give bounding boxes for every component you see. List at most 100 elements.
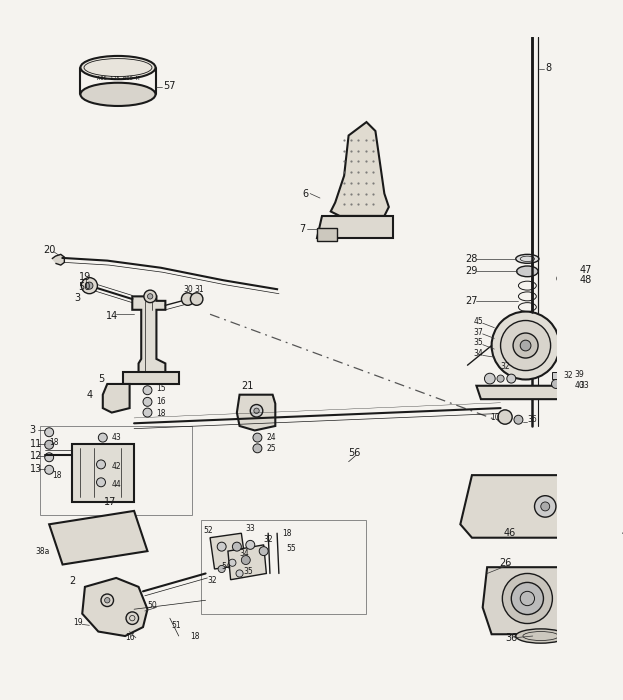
- Bar: [559, 268, 575, 274]
- Text: 27: 27: [465, 296, 477, 306]
- Text: 11: 11: [29, 439, 42, 449]
- Bar: [553, 372, 570, 379]
- Circle shape: [497, 375, 504, 382]
- Text: 35: 35: [473, 338, 483, 347]
- Text: 36: 36: [505, 633, 517, 643]
- Text: 47: 47: [579, 265, 592, 274]
- Polygon shape: [237, 395, 275, 430]
- Polygon shape: [103, 384, 130, 412]
- Circle shape: [82, 278, 97, 294]
- Text: 48: 48: [579, 275, 591, 286]
- Circle shape: [502, 573, 553, 624]
- Circle shape: [217, 542, 226, 551]
- Text: 26: 26: [499, 558, 511, 568]
- Text: 42: 42: [112, 462, 121, 470]
- Text: 13: 13: [29, 464, 42, 474]
- Text: 54: 54: [222, 562, 231, 570]
- Bar: [201, 520, 366, 614]
- Polygon shape: [49, 511, 148, 564]
- Circle shape: [229, 559, 236, 566]
- Text: 50: 50: [148, 601, 157, 610]
- Bar: [317, 228, 337, 241]
- Polygon shape: [132, 296, 165, 377]
- Circle shape: [101, 594, 113, 606]
- Circle shape: [246, 540, 255, 550]
- Circle shape: [98, 433, 107, 442]
- Ellipse shape: [516, 266, 538, 276]
- Text: 35: 35: [243, 567, 253, 576]
- Circle shape: [507, 374, 516, 383]
- Circle shape: [86, 282, 93, 289]
- Text: 32: 32: [563, 370, 573, 379]
- Circle shape: [126, 612, 138, 624]
- Circle shape: [250, 405, 263, 417]
- Text: 16: 16: [156, 398, 166, 406]
- Circle shape: [45, 466, 54, 474]
- Text: 10: 10: [490, 412, 500, 421]
- Text: 38a: 38a: [36, 547, 50, 556]
- Polygon shape: [52, 254, 64, 265]
- Text: 6: 6: [302, 188, 308, 199]
- Text: 18: 18: [156, 409, 166, 418]
- Text: 30: 30: [183, 285, 193, 294]
- Circle shape: [218, 566, 226, 573]
- Circle shape: [191, 293, 203, 305]
- Circle shape: [97, 478, 105, 486]
- Circle shape: [45, 453, 54, 462]
- Bar: [40, 426, 192, 515]
- Circle shape: [253, 444, 262, 453]
- Text: 25: 25: [267, 444, 276, 453]
- Text: 45: 45: [473, 317, 483, 326]
- Text: 2: 2: [70, 575, 76, 586]
- Circle shape: [500, 321, 551, 370]
- Text: 19: 19: [78, 272, 91, 281]
- Text: AOS 125 000 M: AOS 125 000 M: [97, 76, 139, 80]
- Text: 52: 52: [204, 526, 214, 535]
- Ellipse shape: [516, 629, 566, 643]
- Polygon shape: [210, 533, 246, 569]
- Circle shape: [259, 547, 268, 556]
- Text: 33: 33: [579, 382, 589, 391]
- Text: 14: 14: [105, 311, 118, 321]
- Circle shape: [143, 386, 152, 395]
- Polygon shape: [331, 122, 389, 216]
- Polygon shape: [317, 216, 393, 238]
- Bar: [72, 444, 134, 502]
- Text: 43: 43: [112, 433, 121, 442]
- Text: 18: 18: [282, 528, 292, 538]
- Circle shape: [144, 290, 156, 302]
- Text: 41: 41: [621, 528, 623, 538]
- Text: 32: 32: [500, 362, 510, 370]
- Text: 32: 32: [264, 535, 273, 544]
- Text: 15: 15: [156, 384, 166, 393]
- Text: 19: 19: [74, 618, 83, 627]
- Text: 21: 21: [241, 381, 254, 391]
- Polygon shape: [483, 567, 590, 634]
- Text: 31: 31: [195, 285, 204, 294]
- Text: 20: 20: [43, 245, 55, 255]
- Text: 3: 3: [74, 293, 80, 303]
- Text: 32: 32: [207, 576, 217, 585]
- Text: 33: 33: [246, 524, 255, 533]
- Text: 50: 50: [78, 282, 91, 293]
- Text: 46: 46: [503, 528, 515, 538]
- Circle shape: [492, 312, 559, 379]
- Circle shape: [520, 340, 531, 351]
- Text: 36: 36: [528, 415, 537, 424]
- Ellipse shape: [80, 56, 156, 79]
- Circle shape: [45, 440, 54, 449]
- Polygon shape: [460, 475, 623, 538]
- Circle shape: [143, 408, 152, 417]
- Text: 56: 56: [349, 448, 361, 458]
- Circle shape: [148, 294, 153, 299]
- Polygon shape: [123, 372, 179, 384]
- Circle shape: [143, 398, 152, 406]
- Text: 28: 28: [465, 254, 477, 264]
- Text: 16: 16: [125, 634, 135, 643]
- Ellipse shape: [516, 254, 539, 263]
- Text: 29: 29: [465, 266, 477, 276]
- Text: 40: 40: [575, 382, 584, 391]
- Circle shape: [485, 373, 495, 384]
- Text: 37: 37: [473, 328, 483, 337]
- Circle shape: [541, 502, 549, 511]
